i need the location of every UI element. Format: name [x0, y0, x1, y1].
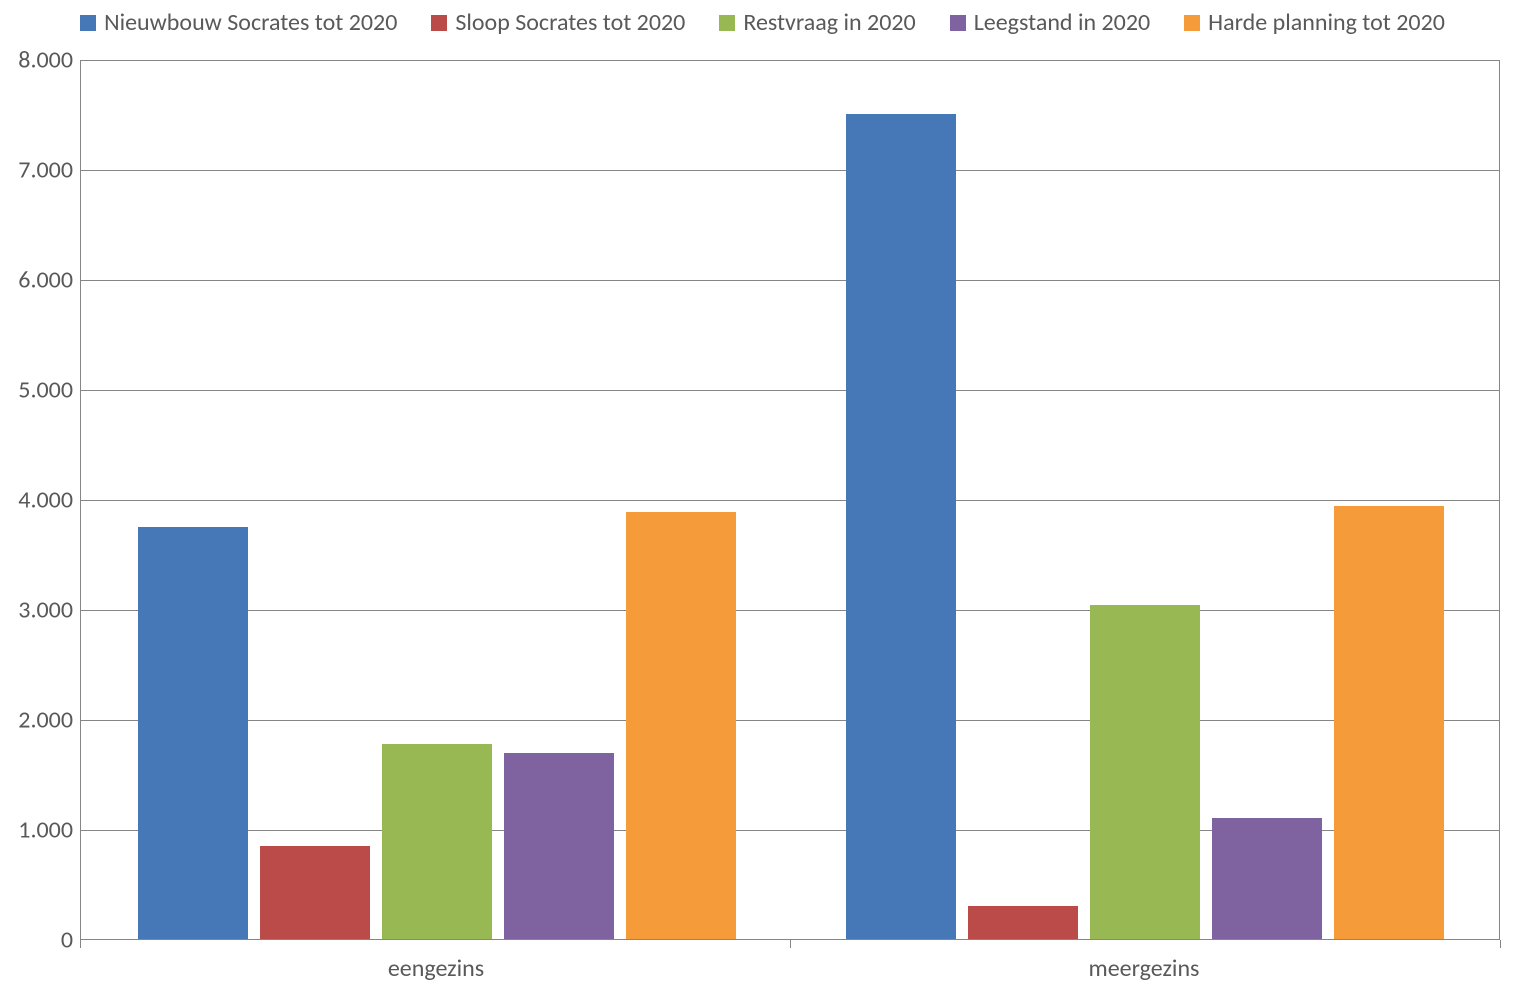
- legend: Nieuwbouw Socrates tot 2020 Sloop Socrate…: [0, 8, 1525, 37]
- legend-item-0: Nieuwbouw Socrates tot 2020: [80, 8, 397, 37]
- bar-1-3: [1212, 818, 1322, 939]
- ytick-label-6: 6.000: [3, 266, 73, 295]
- bar-0-0: [138, 527, 248, 940]
- legend-swatch-2: [719, 15, 735, 31]
- gridline-y-4: [81, 500, 1499, 501]
- legend-item-1: Sloop Socrates tot 2020: [431, 8, 685, 37]
- gridline-y-6: [81, 280, 1499, 281]
- xtick-mark-0: [80, 940, 81, 948]
- plot-area: [80, 60, 1500, 940]
- xtick-mark-1: [790, 940, 791, 948]
- ytick-label-7: 7.000: [3, 156, 73, 185]
- bar-0-3: [504, 753, 614, 939]
- legend-swatch-1: [431, 15, 447, 31]
- legend-label-2: Restvraag in 2020: [743, 8, 915, 37]
- legend-label-0: Nieuwbouw Socrates tot 2020: [104, 8, 397, 37]
- xtick-label-0: eengezins: [388, 954, 484, 983]
- legend-label-3: Leegstand in 2020: [974, 8, 1150, 37]
- ytick-label-8: 8.000: [3, 46, 73, 75]
- legend-swatch-4: [1184, 15, 1200, 31]
- xtick-label-1: meergezins: [1089, 954, 1200, 983]
- legend-label-1: Sloop Socrates tot 2020: [455, 8, 685, 37]
- ytick-label-0: 0: [3, 926, 73, 955]
- legend-swatch-3: [950, 15, 966, 31]
- legend-label-4: Harde planning tot 2020: [1208, 8, 1445, 37]
- bar-0-4: [626, 512, 736, 939]
- ytick-label-2: 2.000: [3, 706, 73, 735]
- gridline-y-5: [81, 390, 1499, 391]
- gridline-y-3: [81, 610, 1499, 611]
- chart-container: Nieuwbouw Socrates tot 2020 Sloop Socrate…: [0, 0, 1525, 997]
- legend-item-3: Leegstand in 2020: [950, 8, 1150, 37]
- bar-1-1: [968, 906, 1078, 939]
- gridline-y-7: [81, 170, 1499, 171]
- gridline-y-2: [81, 720, 1499, 721]
- bar-0-1: [260, 846, 370, 940]
- ytick-label-3: 3.000: [3, 596, 73, 625]
- bar-0-2: [382, 744, 492, 939]
- bar-1-0: [846, 114, 956, 939]
- ytick-label-4: 4.000: [3, 486, 73, 515]
- legend-item-4: Harde planning tot 2020: [1184, 8, 1445, 37]
- legend-item-2: Restvraag in 2020: [719, 8, 915, 37]
- xtick-mark-2: [1500, 940, 1501, 948]
- bar-1-4: [1334, 506, 1444, 939]
- ytick-label-1: 1.000: [3, 816, 73, 845]
- bar-1-2: [1090, 605, 1200, 939]
- ytick-label-5: 5.000: [3, 376, 73, 405]
- legend-swatch-0: [80, 15, 96, 31]
